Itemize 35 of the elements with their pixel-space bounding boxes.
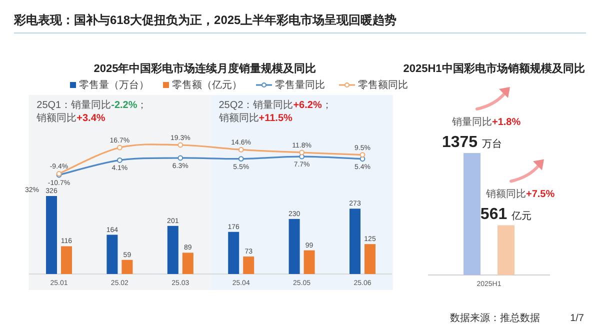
bar: [122, 260, 133, 274]
point: [117, 144, 122, 150]
chart-title: 2025H1中国彩电市场销额规模及同比: [403, 62, 585, 75]
bar: [288, 218, 300, 274]
bar: [182, 252, 194, 274]
data-label: 1375 万台: [442, 134, 502, 151]
point: [360, 152, 366, 158]
bar: [61, 246, 72, 274]
annotation: 销额同比+7.5%: [485, 188, 555, 200]
point: [117, 158, 122, 163]
legend-label: 零售量同比: [275, 79, 325, 91]
bar: [304, 250, 315, 274]
point: [178, 155, 184, 161]
legend-label: 零售额（亿元）: [172, 79, 242, 91]
bar: [350, 208, 360, 274]
point: [238, 156, 244, 162]
bar: [243, 256, 254, 274]
text: 彩电表现：国补与618大促扭负为正，2025上半年彩电市场呈现回暖趋势: [13, 13, 397, 27]
legend-label: 零售额同比: [358, 79, 408, 91]
bar: [106, 234, 118, 274]
bar: [167, 226, 178, 274]
text: 25Q1：销量同比-2.2%；销额同比+3.4%: [36, 100, 148, 124]
text: 25Q2：销量同比+6.2%；销额同比+11.5%: [218, 100, 332, 124]
data-label: 561 亿元: [480, 206, 532, 224]
text: 销量同比+1.8%: [451, 116, 521, 128]
text: 1/7: [570, 313, 584, 324]
legend-label: 零售量（万台）: [79, 79, 149, 91]
point: [178, 142, 184, 148]
point: [299, 150, 304, 156]
point: [238, 147, 244, 152]
bar: [228, 232, 240, 274]
source-note: 数据来源：推总数据: [450, 312, 540, 324]
bar: [46, 196, 57, 274]
bar: [364, 244, 376, 274]
chart-title: 2025年中国彩电市场连续月度销量规模及同比: [94, 62, 316, 75]
